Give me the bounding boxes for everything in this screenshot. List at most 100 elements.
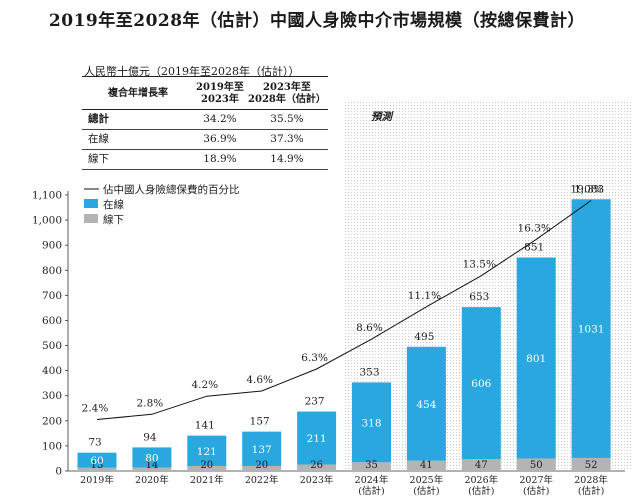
cagr-col-header: 2019年至 2023年 [196,82,244,105]
cagr-row-label: 線下 [88,153,109,165]
cagr-row-offline: 線下 18.9% 14.9% [82,150,328,170]
bar-label-total: 353 [359,366,379,378]
bar-online [132,447,172,468]
bar-label-offline: 13 [91,460,104,471]
cagr-cell: 34.2% [203,113,237,125]
bar-label-total: 1,083 [574,183,604,195]
percentage-label: 11.1% [408,290,441,302]
y-tick-label: 1,000 [32,215,62,227]
bar-online [242,431,282,466]
bar-label-offline: 35 [365,460,378,471]
bar-label-online: 121 [197,446,217,458]
bar-label-offline: 52 [585,460,598,471]
bar-offline [571,457,611,471]
x-tick-label: (估計) [578,485,604,497]
y-tick-label: 0 [55,466,62,478]
bar-label-online: 60 [90,455,103,467]
x-tick-label: 2019年 [80,474,114,486]
x-tick-label: 2027年 [519,474,553,486]
bar-label-offline: 20 [255,460,268,471]
bar-offline [461,459,501,471]
percentage-label: 19.3% [570,184,603,196]
cagr-row-online: 在線 36.9% 37.3% [82,130,328,150]
bar-label-total: 237 [305,396,325,408]
percentage-label: 4.6% [246,374,273,386]
bar-label-online: 606 [471,378,491,390]
x-tick-label: 2026年 [464,474,498,486]
legend-line-label: 佔中國人身險總保費的百分比 [103,183,240,196]
bar-label-offline: 20 [200,460,213,471]
legend-offline-label: 線下 [103,213,124,226]
bar-label-online: 1031 [578,324,605,336]
x-tick-label: 2020年 [135,474,169,486]
x-tick-label: 2021年 [190,474,224,486]
bar-online [406,346,446,461]
bar-label-total: 157 [250,416,270,428]
bar-label-online: 80 [145,452,158,464]
bar-offline [516,458,556,471]
bar-online [297,411,337,465]
bar-offline [77,467,117,471]
bar-label-online: 137 [252,444,272,456]
x-tick-label: (估計) [413,485,439,497]
bar-offline [406,460,446,471]
cagr-row-total: 總計 34.2% 35.5% [82,110,328,130]
bar-label-offline: 14 [146,460,159,471]
percentage-label: 2.4% [82,403,109,415]
bar-label-online: 454 [416,399,436,411]
x-tick-label: 2022年 [245,474,279,486]
bar-label-total: 94 [143,431,157,443]
bar-label-total: 851 [524,241,544,253]
bar-label-total: 141 [195,420,215,432]
y-tick-label: 300 [42,390,62,402]
percentage-line [96,200,592,420]
cagr-cell: 37.3% [270,133,304,145]
cagr-cell: 35.5% [270,113,304,125]
percentage-label: 6.3% [301,352,328,364]
bar-label-online: 211 [307,433,327,445]
bar-online [571,199,611,458]
legend-offline-swatch [84,214,98,223]
cagr-header-row: 複合年增長率 2019年至 2023年 2023年至 2028年（估計） [82,76,328,110]
percentage-label: 2.8% [137,397,164,409]
y-tick-label: 900 [42,240,62,252]
bar-label-offline: 41 [420,460,433,471]
y-tick-label: 600 [42,315,62,327]
bar-online [77,452,117,468]
bar-label-online: 801 [526,353,546,365]
cagr-table: 複合年增長率 2019年至 2023年 2023年至 2028年（估計） 總計 34… [82,76,328,170]
bar-offline [352,462,391,471]
unit-label: 人民幣十億元（2019年至2028年（估計）） [84,65,300,78]
cagr-cell: 14.9% [270,153,304,165]
y-tick-label: 1,100 [32,190,62,202]
x-tick-label: 2028年 [574,474,608,486]
percentage-label: 8.6% [356,322,383,334]
forecast-label: 預測 [371,110,394,123]
bar-label-offline: 47 [475,460,488,471]
cagr-cell: 36.9% [203,133,237,145]
bar-online [516,257,556,459]
bar-label-total: 73 [88,437,101,449]
y-tick-label: 800 [42,265,62,277]
legend-online-label: 在線 [103,198,124,211]
cagr-cell: 18.9% [203,153,237,165]
percentage-label: 13.5% [463,259,496,271]
cagr-header-label: 複合年增長率 [108,88,168,99]
y-tick-label: 100 [42,440,62,452]
percentage-label: 16.3% [518,222,551,234]
chart-title: 2019年至2028年（估計）中國人身險中介市場規模（按總保費計） [48,11,586,31]
x-tick-label: (估計) [523,485,549,497]
bar-offline [132,467,172,471]
percentage-label: 4.2% [191,379,218,391]
bar-label-online: 318 [361,417,381,429]
bar-online [461,307,501,460]
x-tick-label: 2023年 [300,474,334,486]
y-tick-label: 400 [42,365,62,377]
y-tick-label: 500 [42,340,62,352]
x-tick-label: (估計) [468,485,494,497]
bar-offline [297,464,337,471]
x-tick-label: 2025年 [410,474,444,486]
bar-online [187,435,227,466]
bar-label-total: 495 [414,331,434,343]
